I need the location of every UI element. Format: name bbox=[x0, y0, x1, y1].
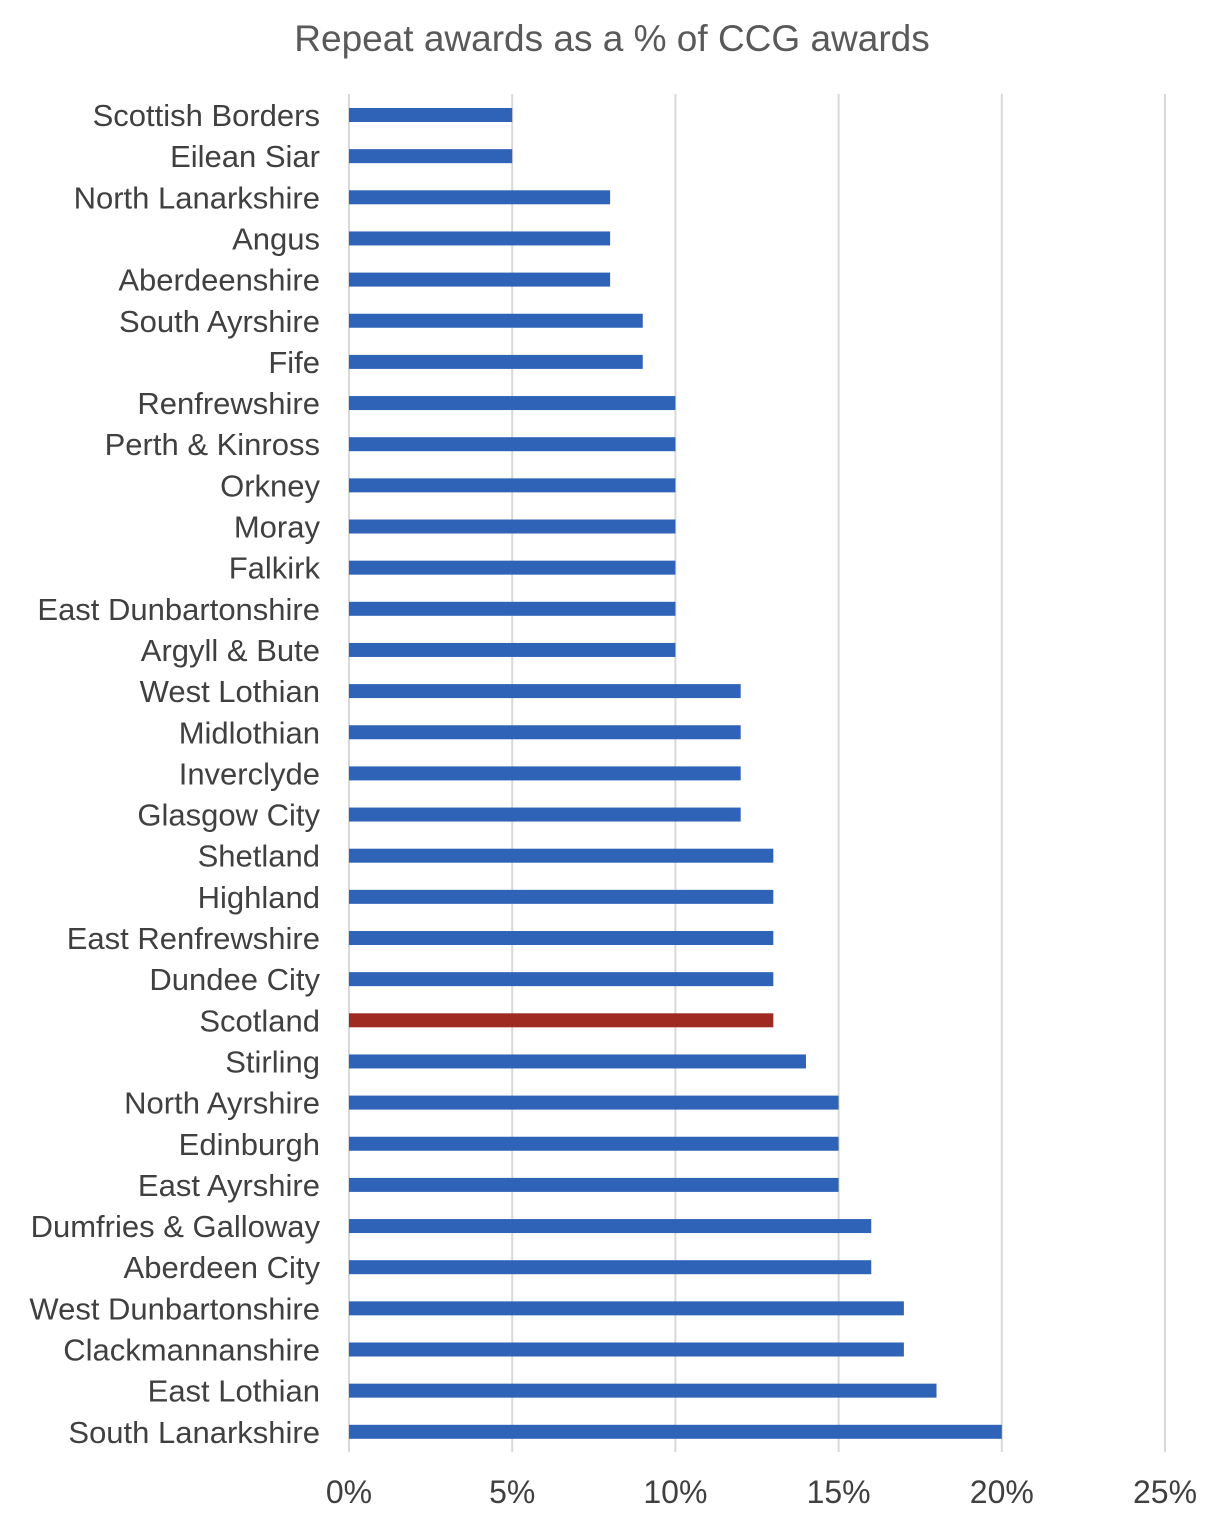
bar bbox=[349, 848, 774, 863]
category-label: Orkney bbox=[220, 468, 320, 503]
bars bbox=[349, 108, 1002, 1439]
category-label: Dundee City bbox=[149, 962, 320, 997]
category-label: West Lothian bbox=[140, 674, 320, 709]
x-tick-label: 5% bbox=[489, 1474, 535, 1510]
category-label: Argyll & Bute bbox=[141, 633, 320, 668]
bar bbox=[349, 519, 676, 534]
category-label: Angus bbox=[232, 221, 320, 256]
bar bbox=[349, 354, 643, 369]
bar bbox=[349, 437, 676, 452]
category-label: Moray bbox=[234, 510, 321, 545]
category-label: West Dunbartonshire bbox=[29, 1291, 320, 1326]
bar bbox=[349, 1177, 839, 1192]
category-label: East Lothian bbox=[148, 1374, 320, 1409]
category-label: Clackmannanshire bbox=[63, 1333, 320, 1368]
bar bbox=[349, 1054, 806, 1069]
category-label: Edinburgh bbox=[179, 1127, 320, 1162]
bar bbox=[349, 889, 774, 904]
category-label: Fife bbox=[268, 345, 320, 380]
bar bbox=[349, 396, 676, 411]
bar bbox=[349, 725, 741, 740]
bar bbox=[349, 1342, 904, 1357]
x-tick-label: 25% bbox=[1133, 1474, 1197, 1510]
x-tick-label: 10% bbox=[643, 1474, 707, 1510]
bar bbox=[349, 313, 643, 328]
category-label: Aberdeenshire bbox=[118, 263, 320, 298]
bar bbox=[349, 1383, 937, 1398]
bar bbox=[349, 190, 611, 205]
bar bbox=[349, 108, 513, 122]
category-label: Shetland bbox=[198, 839, 320, 874]
x-tick-label: 0% bbox=[326, 1474, 372, 1510]
x-axis-tick-labels: 0% 5% 10% 15% 20% 25% bbox=[326, 1474, 1197, 1510]
category-label: Scottish Borders bbox=[93, 98, 320, 133]
category-label: East Ayrshire bbox=[138, 1168, 320, 1203]
bar bbox=[349, 149, 513, 164]
category-label: Perth & Kinross bbox=[105, 427, 320, 462]
bar bbox=[349, 601, 676, 616]
bar bbox=[349, 1424, 1002, 1439]
category-label: Eilean Siar bbox=[170, 139, 320, 174]
category-label: East Renfrewshire bbox=[67, 921, 320, 956]
category-label: Renfrewshire bbox=[137, 386, 320, 421]
bar bbox=[349, 231, 611, 246]
category-label: Aberdeen City bbox=[124, 1250, 321, 1285]
category-label: North Ayrshire bbox=[124, 1086, 320, 1121]
bar bbox=[349, 1260, 872, 1275]
category-label: Stirling bbox=[225, 1044, 320, 1079]
category-label: South Lanarkshire bbox=[68, 1415, 320, 1450]
category-label: Dumfries & Galloway bbox=[31, 1209, 321, 1244]
bar bbox=[349, 766, 741, 781]
bar bbox=[349, 478, 676, 493]
bar bbox=[349, 272, 611, 287]
bar bbox=[349, 972, 774, 987]
chart-title: Repeat awards as a % of CCG awards bbox=[294, 18, 930, 59]
category-label: Scotland bbox=[199, 1003, 320, 1038]
x-tick-label: 20% bbox=[970, 1474, 1034, 1510]
bar bbox=[349, 1136, 839, 1151]
bar bbox=[349, 1095, 839, 1110]
category-label: Highland bbox=[198, 880, 320, 915]
bar bbox=[349, 1219, 872, 1234]
category-label: Midlothian bbox=[179, 715, 320, 750]
category-label: Falkirk bbox=[229, 551, 321, 586]
bar bbox=[349, 1301, 904, 1316]
bar-highlight bbox=[349, 1013, 774, 1028]
bar bbox=[349, 642, 676, 657]
bar bbox=[349, 931, 774, 945]
category-label: Inverclyde bbox=[179, 756, 320, 791]
bar bbox=[349, 560, 676, 575]
category-label: Glasgow City bbox=[137, 798, 320, 833]
category-label: South Ayrshire bbox=[119, 304, 320, 339]
category-label: East Dunbartonshire bbox=[37, 592, 320, 627]
bar bbox=[349, 684, 741, 699]
category-labels: Scottish Borders Eilean Siar North Lanarks… bbox=[29, 98, 320, 1450]
x-tick-label: 15% bbox=[807, 1474, 871, 1510]
bar bbox=[349, 807, 741, 822]
category-label: North Lanarkshire bbox=[74, 180, 320, 215]
